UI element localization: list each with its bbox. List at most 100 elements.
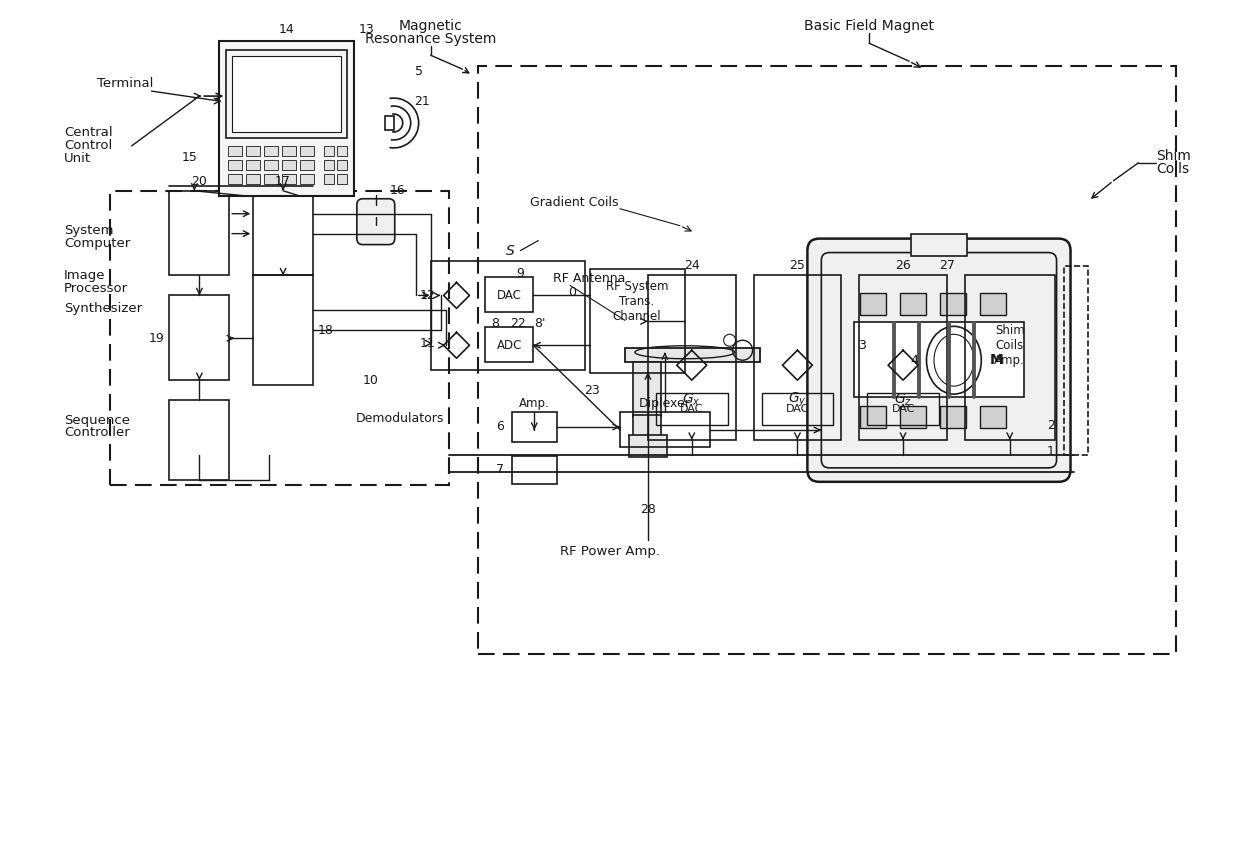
Bar bbox=[980, 293, 1006, 315]
Text: 15: 15 bbox=[181, 151, 197, 164]
Bar bbox=[1064, 265, 1089, 455]
Text: $G_z$: $G_z$ bbox=[894, 392, 913, 408]
Bar bbox=[632, 362, 661, 417]
Bar bbox=[900, 406, 926, 428]
Bar bbox=[861, 406, 887, 428]
Text: Coils: Coils bbox=[1157, 162, 1189, 176]
Bar bbox=[965, 275, 1054, 440]
Bar bbox=[228, 160, 242, 170]
Text: 3: 3 bbox=[858, 339, 867, 352]
Text: 19: 19 bbox=[149, 332, 165, 345]
Text: $G_y$: $G_y$ bbox=[789, 391, 807, 409]
Bar bbox=[632, 415, 661, 437]
Bar bbox=[283, 160, 296, 170]
Bar bbox=[620, 412, 709, 447]
Text: 16: 16 bbox=[389, 184, 405, 197]
Bar bbox=[300, 160, 314, 170]
FancyBboxPatch shape bbox=[357, 199, 394, 245]
Bar bbox=[754, 275, 841, 440]
Bar bbox=[656, 393, 728, 425]
Text: Magnetic: Magnetic bbox=[399, 20, 463, 33]
Text: 12: 12 bbox=[420, 289, 435, 302]
Bar bbox=[253, 275, 312, 385]
Bar bbox=[590, 269, 684, 373]
Text: Shim: Shim bbox=[994, 324, 1024, 337]
Text: Synthesizer: Synthesizer bbox=[63, 302, 141, 314]
Text: 27: 27 bbox=[939, 259, 955, 272]
Bar bbox=[283, 173, 296, 184]
Text: Image: Image bbox=[63, 269, 105, 282]
Bar bbox=[232, 56, 341, 132]
Bar bbox=[854, 322, 1024, 397]
Text: Shim: Shim bbox=[1156, 149, 1190, 163]
Text: 25: 25 bbox=[790, 259, 805, 272]
Text: RF Power Amp.: RF Power Amp. bbox=[560, 545, 660, 558]
Bar bbox=[479, 66, 1177, 654]
Text: Controller: Controller bbox=[63, 427, 129, 439]
Text: 23: 23 bbox=[584, 383, 600, 397]
Text: 20: 20 bbox=[191, 175, 207, 189]
Bar bbox=[247, 160, 260, 170]
Text: Amp.: Amp. bbox=[518, 397, 549, 410]
Text: Amp.: Amp. bbox=[994, 354, 1025, 366]
Text: Sequence: Sequence bbox=[63, 413, 130, 427]
Bar bbox=[324, 173, 334, 184]
Text: 18: 18 bbox=[317, 324, 334, 337]
Bar bbox=[253, 190, 312, 275]
Text: 22: 22 bbox=[511, 317, 526, 330]
Text: Basic Field Magnet: Basic Field Magnet bbox=[805, 20, 934, 33]
Text: 1: 1 bbox=[1047, 445, 1054, 458]
Text: 11: 11 bbox=[420, 337, 435, 349]
Text: 10: 10 bbox=[363, 374, 378, 387]
Bar bbox=[283, 146, 296, 156]
Text: 14: 14 bbox=[278, 23, 294, 36]
Bar bbox=[861, 293, 887, 315]
Bar bbox=[170, 296, 229, 380]
Bar bbox=[300, 173, 314, 184]
Bar bbox=[337, 146, 347, 156]
Text: System: System bbox=[63, 224, 113, 237]
Text: Gradient Coils: Gradient Coils bbox=[531, 196, 619, 209]
Bar bbox=[485, 277, 533, 312]
Text: DAC: DAC bbox=[786, 404, 810, 414]
Bar bbox=[264, 160, 278, 170]
Text: 5: 5 bbox=[414, 65, 423, 77]
Bar bbox=[625, 348, 760, 362]
Bar bbox=[867, 393, 939, 425]
Text: DAC: DAC bbox=[680, 404, 703, 414]
Text: 8: 8 bbox=[491, 317, 500, 330]
Bar bbox=[324, 146, 334, 156]
Bar bbox=[219, 42, 353, 196]
Bar bbox=[940, 293, 966, 315]
Text: DAC: DAC bbox=[892, 404, 915, 414]
Bar bbox=[228, 173, 242, 184]
Text: 24: 24 bbox=[684, 259, 699, 272]
FancyBboxPatch shape bbox=[807, 239, 1070, 482]
Text: 28: 28 bbox=[640, 503, 656, 516]
Bar bbox=[264, 173, 278, 184]
Text: 6: 6 bbox=[496, 421, 505, 434]
Text: 17: 17 bbox=[275, 175, 291, 189]
Bar bbox=[300, 146, 314, 156]
Bar bbox=[247, 173, 260, 184]
Bar bbox=[980, 406, 1006, 428]
Bar bbox=[940, 406, 966, 428]
Text: Coils: Coils bbox=[996, 339, 1024, 352]
Text: Unit: Unit bbox=[63, 152, 91, 166]
Text: Diplexer: Diplexer bbox=[639, 397, 691, 410]
Bar bbox=[430, 261, 585, 371]
Text: Resonance System: Resonance System bbox=[365, 32, 496, 46]
Text: Processor: Processor bbox=[63, 282, 128, 295]
Text: 4: 4 bbox=[910, 354, 918, 366]
Bar bbox=[485, 327, 533, 362]
Bar bbox=[384, 116, 394, 130]
Text: 26: 26 bbox=[895, 259, 911, 272]
Text: ADC: ADC bbox=[497, 339, 522, 352]
Text: $G_x$: $G_x$ bbox=[682, 392, 701, 408]
Text: RF Antenna: RF Antenna bbox=[553, 272, 626, 285]
Text: S: S bbox=[506, 244, 515, 258]
Bar bbox=[649, 275, 735, 440]
Text: 2: 2 bbox=[1047, 418, 1054, 432]
Text: 0: 0 bbox=[568, 286, 577, 299]
Text: Central: Central bbox=[63, 127, 113, 139]
